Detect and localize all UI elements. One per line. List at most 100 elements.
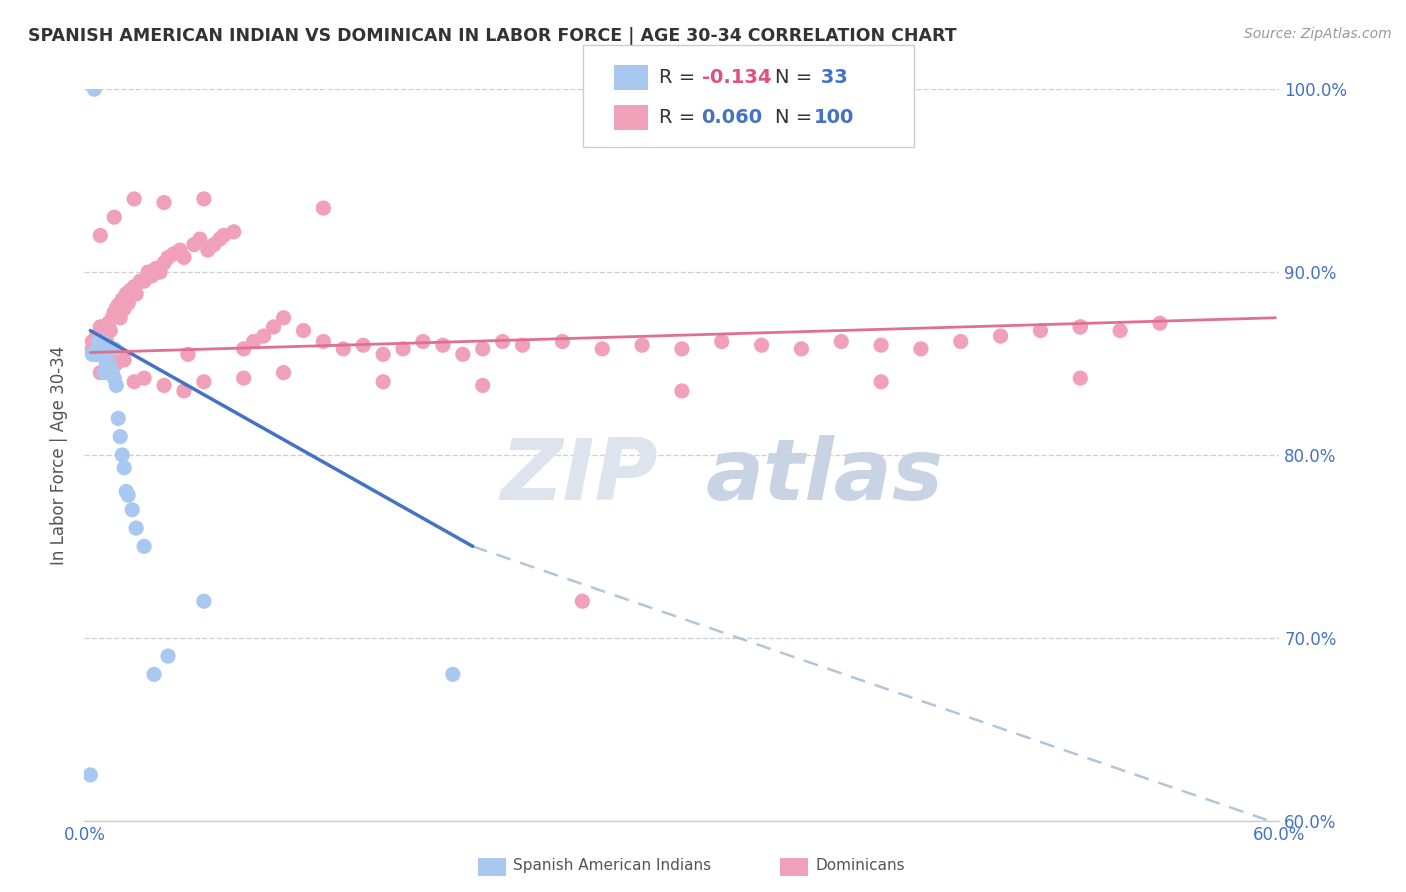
Point xyxy=(105,301,128,316)
Text: 100: 100 xyxy=(814,108,855,127)
Point xyxy=(103,211,125,225)
Point xyxy=(157,251,180,265)
Point xyxy=(132,371,156,385)
Point xyxy=(83,347,105,361)
Point xyxy=(188,232,211,246)
Point xyxy=(273,310,295,325)
Point xyxy=(232,342,254,356)
Text: SPANISH AMERICAN INDIAN VS DOMINICAN IN LABOR FORCE | AGE 30-34 CORRELATION CHAR: SPANISH AMERICAN INDIAN VS DOMINICAN IN … xyxy=(28,27,956,45)
Point xyxy=(990,329,1012,343)
Point xyxy=(107,298,129,312)
Point xyxy=(122,375,145,389)
Point xyxy=(132,540,156,554)
Point xyxy=(208,232,231,246)
Text: 0.060: 0.060 xyxy=(702,108,762,127)
Point xyxy=(193,375,215,389)
Y-axis label: In Labor Force | Age 30-34: In Labor Force | Age 30-34 xyxy=(51,345,69,565)
Point xyxy=(222,225,245,239)
Point xyxy=(107,411,129,425)
Point xyxy=(332,342,354,356)
Point xyxy=(392,342,415,356)
Point xyxy=(83,338,105,352)
Point xyxy=(93,347,115,361)
Point xyxy=(830,334,852,349)
Point xyxy=(79,768,101,782)
Point xyxy=(157,649,180,664)
Point xyxy=(86,347,108,361)
Point xyxy=(751,338,773,352)
Point xyxy=(83,82,105,96)
Point xyxy=(122,192,145,206)
Point xyxy=(149,265,172,279)
Point xyxy=(451,347,474,361)
Point xyxy=(1029,324,1052,338)
Point xyxy=(371,347,394,361)
Point xyxy=(87,334,110,349)
Point xyxy=(82,334,104,349)
Point xyxy=(111,448,134,462)
Point xyxy=(153,378,176,392)
Point xyxy=(96,342,118,356)
Point xyxy=(98,360,121,375)
Point xyxy=(492,334,515,349)
Point xyxy=(112,352,135,367)
Point xyxy=(115,484,138,499)
Point xyxy=(111,293,134,307)
Point xyxy=(949,334,972,349)
Point xyxy=(173,251,195,265)
Point xyxy=(571,594,593,608)
Point xyxy=(471,378,494,392)
Point xyxy=(273,366,295,380)
Text: Dominicans: Dominicans xyxy=(815,858,905,872)
Point xyxy=(105,356,128,371)
Point xyxy=(173,384,195,398)
Text: -0.134: -0.134 xyxy=(702,68,770,87)
Point xyxy=(86,347,108,361)
Point xyxy=(870,375,893,389)
Point xyxy=(292,324,315,338)
Point xyxy=(89,228,111,243)
Point xyxy=(169,243,191,257)
Point xyxy=(242,334,264,349)
Point xyxy=(97,356,120,371)
Point xyxy=(125,521,148,535)
Point xyxy=(631,338,654,352)
Point xyxy=(671,384,693,398)
Text: Spanish American Indians: Spanish American Indians xyxy=(513,858,711,872)
Point xyxy=(193,594,215,608)
Point xyxy=(132,274,156,288)
Point xyxy=(145,261,167,276)
Point xyxy=(87,342,110,356)
Point xyxy=(193,192,215,206)
Point xyxy=(93,366,115,380)
Text: N =: N = xyxy=(775,108,818,127)
Point xyxy=(112,301,135,316)
Point xyxy=(253,329,276,343)
Point xyxy=(105,378,128,392)
Point xyxy=(82,347,104,361)
Point xyxy=(93,320,115,334)
Point xyxy=(153,195,176,210)
Point xyxy=(870,338,893,352)
Point xyxy=(153,256,176,270)
Point xyxy=(312,334,335,349)
Point xyxy=(910,342,932,356)
Point xyxy=(551,334,574,349)
Point xyxy=(141,268,163,283)
Point xyxy=(110,310,132,325)
Point xyxy=(110,430,132,444)
Point xyxy=(96,334,118,349)
Point xyxy=(82,342,104,356)
Point xyxy=(1109,324,1132,338)
Point xyxy=(115,287,138,301)
Point xyxy=(163,246,186,260)
Point xyxy=(312,201,335,215)
Point xyxy=(121,503,143,517)
Point xyxy=(103,342,125,356)
Point xyxy=(117,296,139,310)
Point xyxy=(87,338,110,352)
Point xyxy=(112,460,135,475)
Point xyxy=(122,279,145,293)
Point xyxy=(97,360,120,375)
Point xyxy=(91,329,114,343)
